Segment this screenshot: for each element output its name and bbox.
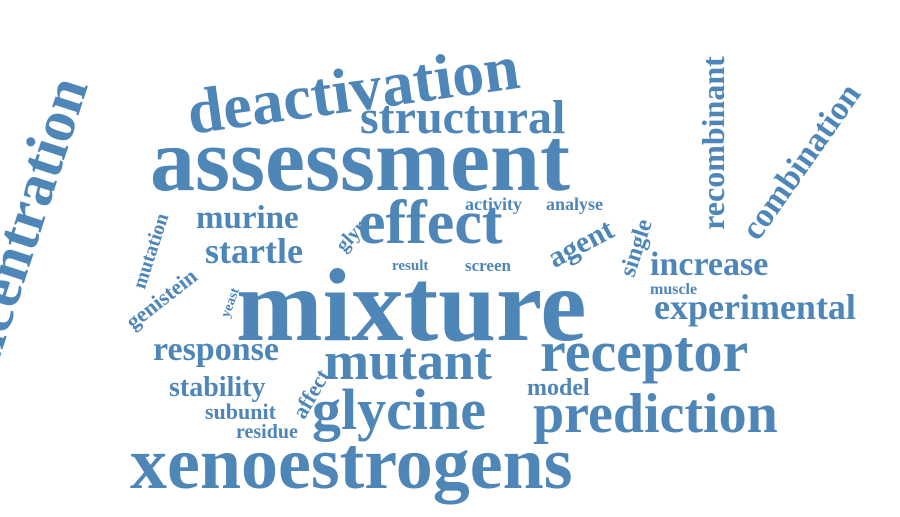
- word-startle: startle: [205, 231, 303, 271]
- word-combination: combination: [734, 76, 869, 247]
- word-glycine: glycine: [312, 377, 486, 442]
- word-experimental: experimental: [654, 287, 856, 327]
- word-response: response: [153, 331, 279, 368]
- word-activity: activity: [465, 194, 522, 214]
- word-increase: increase: [650, 246, 769, 283]
- word-subunit: subunit: [205, 399, 276, 424]
- word-mutant: mutant: [324, 331, 493, 391]
- word-effect: effect: [358, 189, 503, 257]
- word-result: result: [392, 258, 429, 274]
- word-screen: screen: [465, 256, 511, 275]
- word-murine: murine: [196, 200, 299, 236]
- word-residue: residue: [236, 421, 298, 443]
- word-prediction: prediction: [533, 383, 778, 445]
- word-muscle: muscle: [650, 281, 698, 298]
- word-structural: structural: [360, 91, 566, 144]
- word-stability: stability: [169, 372, 266, 403]
- word-mixture: mixture: [236, 248, 587, 363]
- word-concentration: concentration: [0, 68, 101, 426]
- word-assessment: assessment: [150, 111, 570, 210]
- word-model: model: [527, 375, 590, 401]
- word-analyse: analyse: [546, 194, 604, 214]
- word-recombinant: recombinant: [694, 56, 731, 230]
- word-receptor: receptor: [540, 319, 749, 384]
- word-xenoestrogens: xenoestrogens: [130, 423, 573, 505]
